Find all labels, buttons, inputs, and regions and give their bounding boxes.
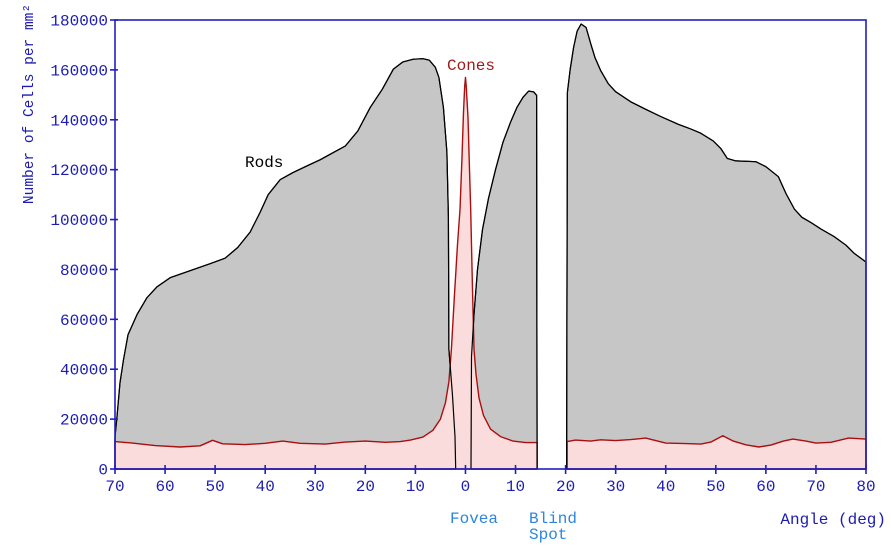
cones-series-label: Cones bbox=[447, 57, 496, 75]
x-tick-label: 50 bbox=[206, 478, 225, 496]
x-tick-label: 30 bbox=[306, 478, 325, 496]
x-tick-label: 80 bbox=[856, 478, 875, 496]
blind-spot-label-line2: Spot bbox=[529, 526, 568, 544]
x-tick-label: 50 bbox=[706, 478, 725, 496]
blind-spot-label-line1: Blind bbox=[529, 510, 578, 528]
y-tick-label: 140000 bbox=[50, 112, 108, 130]
y-tick-label: 0 bbox=[98, 462, 108, 480]
x-tick-label: 0 bbox=[461, 478, 471, 496]
x-axis-title: Angle (deg) bbox=[780, 511, 886, 529]
y-tick-label: 120000 bbox=[50, 162, 108, 180]
x-tick-label: 20 bbox=[556, 478, 575, 496]
fovea-landmark-label: Fovea bbox=[449, 510, 499, 528]
x-tick-label: 40 bbox=[256, 478, 275, 496]
rods-outline-path bbox=[566, 23, 867, 470]
rods-outline-path bbox=[470, 90, 538, 470]
y-tick-label: 20000 bbox=[60, 412, 108, 430]
cones-area-path bbox=[114, 76, 538, 470]
blind-spot-landmark-label: Blind Spot bbox=[529, 511, 577, 543]
rods-area-path bbox=[566, 23, 867, 470]
x-tick-label: 60 bbox=[756, 478, 775, 496]
x-tick-label: 10 bbox=[506, 478, 525, 496]
plot-border bbox=[114, 19, 867, 470]
x-tick-label: 60 bbox=[155, 478, 174, 496]
y-tick-label: 40000 bbox=[60, 362, 108, 380]
rods-series-label: Rods bbox=[245, 154, 284, 172]
y-tick-label: 80000 bbox=[60, 262, 108, 280]
cones-area-path bbox=[566, 435, 867, 470]
x-tick-label: 40 bbox=[656, 478, 675, 496]
rods-outline-path bbox=[114, 58, 457, 470]
y-tick-label: 180000 bbox=[50, 13, 108, 31]
rods-area-path bbox=[114, 58, 457, 470]
y-axis-title: Number of Cells per mm² bbox=[22, 3, 38, 205]
x-tick-label: 20 bbox=[356, 478, 375, 496]
x-tick-label: 10 bbox=[406, 478, 425, 496]
x-tick-label: 30 bbox=[606, 478, 625, 496]
x-tick-label: 70 bbox=[806, 478, 825, 496]
y-tick-label: 100000 bbox=[50, 212, 108, 230]
y-tick-label: 160000 bbox=[50, 62, 108, 80]
x-tick-label: 70 bbox=[105, 478, 124, 496]
y-tick-label: 60000 bbox=[60, 312, 108, 330]
